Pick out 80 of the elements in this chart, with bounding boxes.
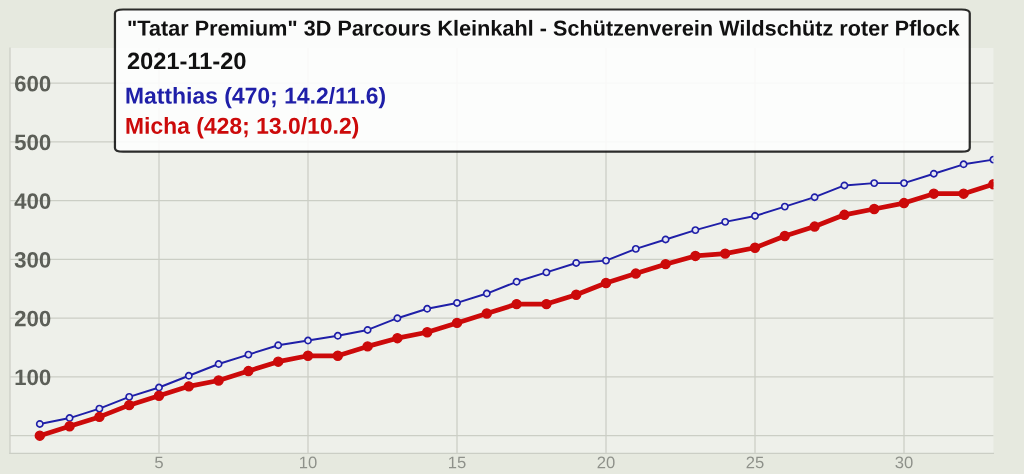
point bbox=[393, 314, 402, 323]
point bbox=[839, 209, 850, 221]
x-tick-label: 25 bbox=[746, 456, 764, 469]
x-tick-label: 15 bbox=[449, 456, 466, 469]
point bbox=[184, 371, 193, 380]
point bbox=[959, 160, 968, 169]
point bbox=[34, 430, 46, 441]
y-tick-label: 500 bbox=[14, 134, 51, 151]
point bbox=[751, 212, 759, 220]
point bbox=[780, 202, 789, 211]
point bbox=[302, 350, 314, 362]
point bbox=[183, 381, 195, 392]
point bbox=[541, 298, 552, 310]
point bbox=[421, 327, 433, 338]
point bbox=[481, 308, 493, 319]
point bbox=[602, 256, 610, 265]
point bbox=[542, 268, 551, 277]
point bbox=[572, 259, 581, 267]
point bbox=[810, 193, 819, 202]
point bbox=[125, 392, 134, 401]
y-tick-label: 600 bbox=[14, 75, 51, 92]
x-tick-label: 10 bbox=[300, 456, 317, 469]
x-tick-label: 5 bbox=[155, 456, 163, 469]
text: Micha (428; 13.0/10.2) bbox=[126, 117, 359, 139]
point bbox=[362, 341, 373, 352]
y-tick-label: 100 bbox=[15, 369, 51, 386]
point bbox=[690, 250, 701, 262]
point bbox=[244, 350, 253, 359]
point bbox=[630, 268, 642, 279]
point bbox=[900, 179, 908, 188]
point bbox=[631, 244, 640, 253]
point bbox=[719, 248, 731, 259]
point bbox=[363, 325, 372, 334]
chart-title: "Tatar Premium" 3D Parcours Kleinkahl - Schützenverein Wildschütz roter Pflock bbox=[128, 19, 960, 36]
point bbox=[512, 277, 521, 286]
point bbox=[929, 169, 938, 178]
point bbox=[453, 298, 461, 307]
point bbox=[213, 375, 224, 386]
point bbox=[123, 399, 135, 411]
y-tick-label: 400 bbox=[14, 193, 51, 209]
x-tick-label: 20 bbox=[597, 456, 615, 469]
point bbox=[749, 242, 761, 253]
y-tick-label: 200 bbox=[14, 310, 51, 327]
point bbox=[155, 383, 163, 392]
point bbox=[721, 217, 730, 226]
point bbox=[451, 317, 463, 329]
point bbox=[243, 365, 254, 377]
point bbox=[840, 181, 849, 190]
point bbox=[868, 203, 880, 215]
point bbox=[64, 421, 75, 432]
point bbox=[570, 289, 582, 300]
point bbox=[392, 332, 403, 344]
point bbox=[304, 336, 312, 345]
point bbox=[35, 419, 44, 428]
point bbox=[95, 404, 104, 413]
point bbox=[809, 221, 820, 232]
point bbox=[870, 179, 879, 188]
point bbox=[691, 226, 700, 235]
point bbox=[928, 188, 940, 199]
point bbox=[600, 277, 612, 289]
point bbox=[65, 414, 74, 423]
y-tick-label: 300 bbox=[14, 252, 51, 268]
chart-subtitle: 2021-11-20 bbox=[127, 52, 246, 70]
point bbox=[423, 304, 432, 313]
point bbox=[333, 331, 342, 340]
point bbox=[660, 258, 671, 270]
point bbox=[482, 289, 491, 298]
x-tick-label: 30 bbox=[895, 456, 913, 469]
point bbox=[214, 360, 223, 368]
point bbox=[153, 390, 165, 401]
text: Matthias (470; 14.2/11.6) bbox=[126, 87, 385, 109]
point bbox=[274, 341, 283, 350]
point bbox=[958, 188, 969, 199]
point bbox=[511, 298, 522, 310]
point bbox=[661, 235, 670, 244]
point bbox=[272, 356, 284, 367]
point bbox=[94, 411, 105, 423]
point bbox=[779, 230, 791, 242]
point bbox=[898, 197, 910, 209]
point bbox=[332, 350, 344, 362]
